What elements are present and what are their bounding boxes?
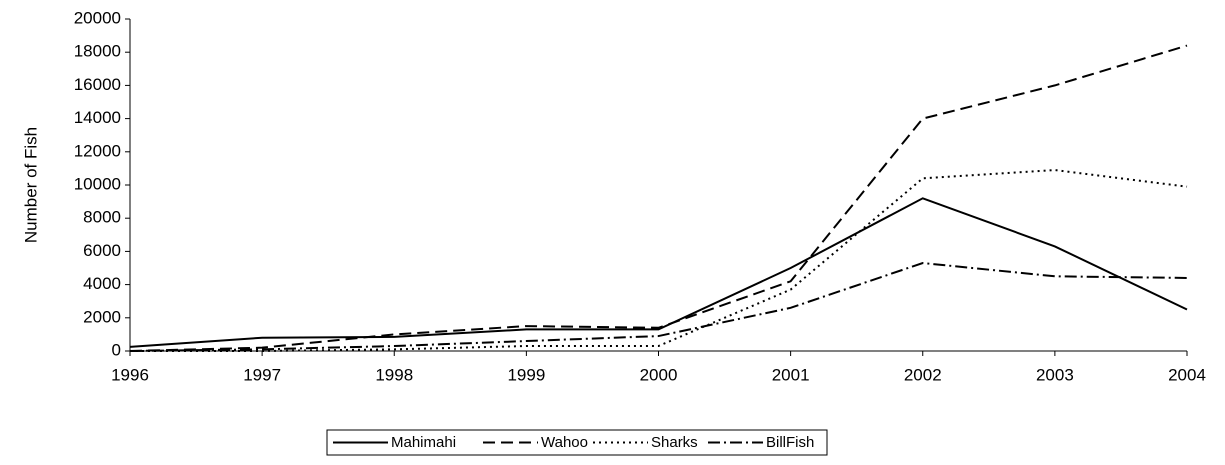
y-tick-label: 14000 [74, 108, 121, 127]
y-tick-label: 8000 [83, 208, 121, 227]
legend-label: Wahoo [541, 434, 588, 451]
y-tick-label: 6000 [83, 241, 121, 260]
x-tick-label: 2003 [1036, 365, 1074, 384]
y-tick-label: 4000 [83, 274, 121, 293]
y-tick-label: 20000 [74, 8, 121, 27]
y-axis-label: Number of Fish [21, 127, 40, 243]
y-tick-label: 0 [112, 340, 121, 359]
x-tick-label: 1999 [507, 365, 545, 384]
y-tick-label: 16000 [74, 75, 121, 94]
x-tick-label: 2002 [904, 365, 942, 384]
legend-box [326, 429, 828, 456]
series-line [130, 169, 1188, 352]
y-tick-label: 2000 [83, 307, 121, 326]
legend-label: Sharks [651, 434, 698, 451]
x-tick-label: 2001 [772, 365, 810, 384]
series-line [129, 44, 1188, 352]
legend-label: Mahimahi [391, 434, 456, 451]
series-line [129, 262, 1188, 352]
x-tick-label: 1997 [243, 365, 281, 384]
x-tick-label: 2000 [640, 365, 678, 384]
y-tick-label: 18000 [74, 42, 121, 61]
x-tick-label: 2004 [1168, 365, 1206, 384]
x-tick-label: 1998 [375, 365, 413, 384]
x-tick-label: 1996 [111, 365, 149, 384]
series-line [129, 197, 1188, 348]
y-tick-label: 10000 [74, 174, 121, 193]
legend-label: BillFish [766, 434, 814, 451]
y-tick-label: 12000 [74, 141, 121, 160]
